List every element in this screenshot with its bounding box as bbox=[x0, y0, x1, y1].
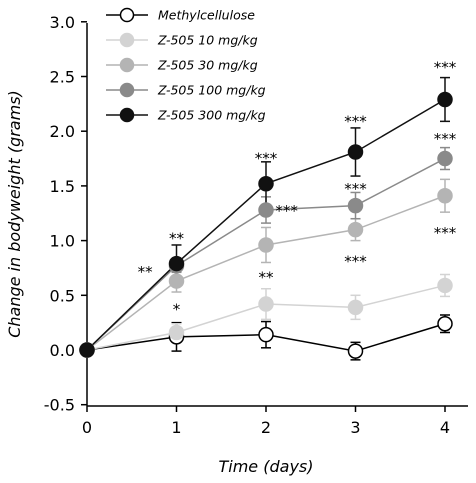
data-point bbox=[437, 277, 453, 294]
data-point bbox=[79, 342, 95, 358]
legend-label: Z-505 30 mg/kg bbox=[157, 58, 258, 73]
data-point bbox=[347, 144, 364, 160]
y-tick-label: 0.5 bbox=[50, 286, 75, 305]
x-tick-label: 1 bbox=[171, 418, 181, 437]
data-point bbox=[258, 202, 274, 218]
data-point bbox=[258, 237, 274, 253]
y-tick-label: 2.5 bbox=[50, 68, 75, 87]
data-point bbox=[168, 324, 185, 341]
significance-marker: *** bbox=[434, 224, 457, 242]
legend-label: Z-505 10 mg/kg bbox=[157, 33, 258, 48]
data-point bbox=[347, 221, 364, 238]
significance-marker: ** bbox=[169, 229, 185, 247]
significance-marker: *** bbox=[255, 149, 278, 167]
data-point bbox=[437, 91, 453, 108]
legend: Methylcellulose Z-505 10 mg/kg Z-505 30 mg… bbox=[106, 8, 266, 123]
x-tick-label: 3 bbox=[350, 418, 360, 437]
legend-label: Methylcellulose bbox=[158, 8, 255, 23]
significance-marker: ** bbox=[259, 269, 275, 287]
legend-swatch-marker bbox=[119, 7, 135, 23]
data-point bbox=[258, 296, 274, 312]
x-tick-label: 0 bbox=[82, 418, 92, 437]
legend-swatch-marker bbox=[119, 82, 135, 98]
significance-marker: * bbox=[173, 300, 181, 318]
significance-marker: *** bbox=[344, 252, 367, 270]
y-tick-label: 1.5 bbox=[50, 177, 75, 196]
x-tick-label: 2 bbox=[261, 418, 271, 437]
axes bbox=[86, 23, 468, 407]
significance-marker: *** bbox=[344, 180, 367, 198]
data-point bbox=[347, 343, 364, 359]
significance-marker: *** bbox=[344, 112, 367, 130]
data-point bbox=[168, 273, 185, 289]
x-tick-label: 4 bbox=[440, 418, 450, 437]
significance-annotations: ******************************* bbox=[138, 59, 457, 319]
y-axis-title: Change in bodyweight (grams) bbox=[5, 90, 24, 338]
significance-marker: *** bbox=[275, 202, 298, 220]
data-point bbox=[347, 197, 364, 214]
legend-swatch-marker bbox=[119, 57, 135, 73]
x-axis-title: Time (days) bbox=[219, 457, 314, 476]
y-tick-label: 0.0 bbox=[50, 341, 75, 360]
y-tick-label: 2.0 bbox=[50, 122, 75, 141]
y-tick-label: -0.5 bbox=[44, 396, 75, 415]
y-tick-label: 1.0 bbox=[50, 232, 75, 251]
data-point bbox=[258, 326, 274, 343]
data-point bbox=[347, 299, 364, 316]
data-point bbox=[258, 175, 274, 192]
data-point bbox=[437, 187, 453, 204]
data-point bbox=[437, 315, 453, 332]
significance-marker: *** bbox=[434, 130, 457, 148]
y-tick-label: 3.0 bbox=[50, 13, 75, 32]
significance-marker: ** bbox=[138, 263, 154, 281]
legend-label: Z-505 300 mg/kg bbox=[157, 108, 266, 123]
series-points bbox=[79, 91, 453, 359]
data-point bbox=[168, 255, 185, 272]
significance-marker: *** bbox=[434, 59, 457, 77]
legend-swatch-marker bbox=[119, 32, 135, 48]
legend-swatch-marker bbox=[119, 107, 135, 123]
ticks: -0.5 0.0 0.5 1.0 1.5 2.0 2.5 3.0 0 1 2 3 4 bbox=[44, 13, 450, 437]
legend-label: Z-505 100 mg/kg bbox=[157, 83, 266, 98]
data-point bbox=[437, 150, 453, 167]
